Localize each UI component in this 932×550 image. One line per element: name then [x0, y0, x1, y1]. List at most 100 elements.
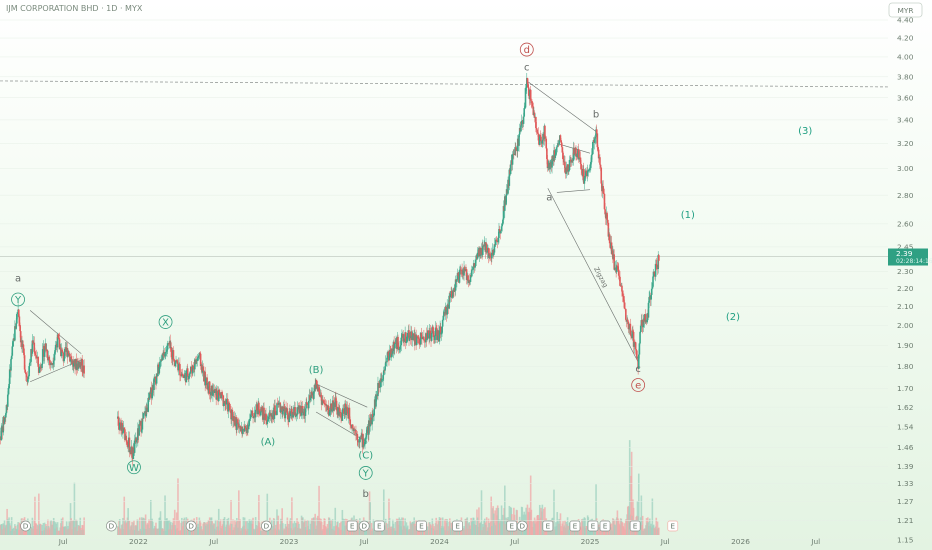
candle-body: [23, 348, 25, 356]
candle-body: [369, 417, 371, 427]
dividend-marker[interactable]: [358, 520, 370, 532]
price-axis[interactable]: MYR 4.40 4.20 4.00 3.80 3.60 3.40 3.20 3.00 2.80…: [888, 2, 923, 545]
earnings-marker[interactable]: [587, 520, 599, 532]
earnings-marker[interactable]: [373, 520, 385, 532]
candle-body: [404, 332, 407, 344]
candle-body: [520, 125, 522, 132]
earnings-marker[interactable]: [629, 520, 641, 532]
earnings-marker[interactable]: [667, 520, 679, 532]
candle-body: [40, 367, 43, 369]
candle-body: [208, 381, 211, 394]
dividend-marker[interactable]: [516, 520, 528, 532]
candle-body: [172, 350, 175, 360]
candle-body: [592, 141, 594, 155]
candle-body: [318, 391, 321, 397]
candle-body: [639, 325, 642, 333]
wave-label: c: [635, 364, 641, 375]
dividend-marker[interactable]: [261, 520, 272, 532]
volume-bar: [369, 502, 371, 535]
candle-body: [309, 395, 311, 401]
candle-body: [537, 133, 540, 141]
candle-body: [525, 87, 527, 89]
candle-body: [444, 306, 447, 314]
event-marker-label: E: [546, 522, 551, 531]
earnings-marker[interactable]: [452, 520, 463, 532]
earnings-marker[interactable]: [506, 520, 518, 532]
candle-body: [25, 374, 28, 378]
candle-body: [397, 347, 400, 350]
time-axis[interactable]: Jul 2022 Jul 2023 Jul 2024 Jul 2025 Jul 2026 Jul: [58, 537, 820, 546]
wave-label: Y: [14, 295, 22, 306]
candle-body: [456, 272, 459, 280]
volume-bar: [79, 517, 82, 535]
volume-bar: [320, 521, 323, 535]
candle-body: [626, 319, 629, 322]
candle-body: [492, 249, 494, 256]
candle-body: [391, 348, 393, 354]
candle-body: [537, 132, 539, 134]
dividend-marker[interactable]: [20, 520, 31, 532]
dividend-marker[interactable]: [185, 520, 197, 532]
candle-body: [491, 252, 493, 259]
candle-body: [322, 400, 325, 404]
candle-body: [406, 337, 408, 342]
candle-body: [143, 412, 146, 414]
candle-body: [160, 359, 162, 362]
candle-body: [532, 106, 535, 116]
candle-body: [334, 398, 337, 407]
candle-body: [479, 247, 482, 256]
volume-bar: [623, 523, 626, 535]
candle-body: [291, 408, 293, 414]
y-tick-label: 2.00: [897, 321, 914, 330]
candle-body: [56, 334, 59, 348]
candle-body: [408, 336, 411, 341]
candle-body: [189, 371, 192, 374]
candle-body: [309, 398, 312, 401]
volume-bar: [258, 494, 260, 535]
candle-body: [636, 350, 638, 359]
volume-bar: [175, 512, 178, 535]
candle-body: [70, 357, 72, 360]
candle-body: [627, 321, 630, 330]
candle-body: [197, 357, 199, 359]
earnings-marker[interactable]: [416, 520, 427, 532]
earnings-marker[interactable]: [346, 520, 358, 532]
candle-body: [445, 306, 447, 310]
candle-body: [540, 136, 542, 142]
earnings-marker[interactable]: [569, 520, 581, 532]
candle-body: [618, 275, 621, 277]
candle-body: [3, 417, 6, 424]
candle-body: [658, 255, 660, 261]
y-tick-label: 2.10: [897, 302, 914, 311]
candle-body: [599, 157, 601, 165]
candle-body: [29, 361, 32, 363]
candle-body: [31, 340, 34, 354]
candle-body: [123, 427, 126, 430]
candle-body: [642, 319, 645, 328]
y-tick-label: 2.80: [897, 191, 914, 200]
candle-body: [41, 349, 44, 364]
candle-body: [428, 330, 431, 339]
volume-bar: [314, 513, 316, 535]
y-tick-label: 1.46: [897, 443, 914, 452]
volume-bar: [406, 525, 409, 535]
earnings-marker[interactable]: [542, 520, 554, 532]
candle-body: [49, 359, 51, 363]
earnings-marker[interactable]: [599, 520, 611, 532]
volume-bar: [478, 507, 480, 535]
candle-body: [507, 179, 509, 194]
candle-body: [122, 431, 124, 434]
candle-body: [36, 357, 38, 359]
candle-body: [386, 357, 388, 363]
currency-badge[interactable]: [888, 2, 923, 18]
candle-body: [362, 438, 365, 446]
volume-bar: [239, 519, 241, 535]
candle-body: [577, 149, 580, 160]
candle-body: [426, 330, 429, 339]
candle-body: [52, 360, 55, 365]
candle-body: [427, 330, 430, 333]
candle-body: [581, 168, 583, 170]
candle-body: [580, 164, 582, 169]
dividend-marker[interactable]: [106, 520, 117, 532]
